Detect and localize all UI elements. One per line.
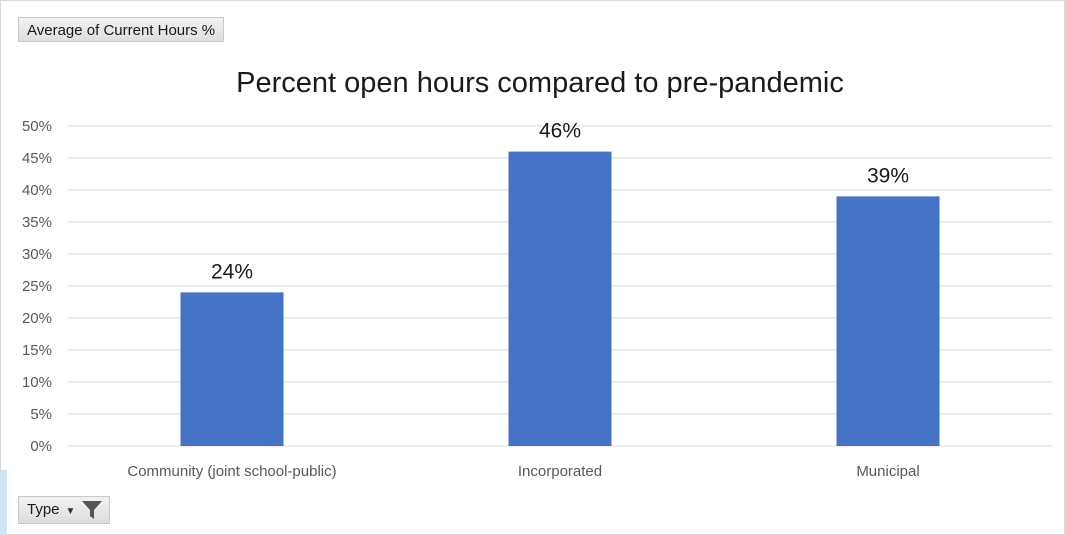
y-tick-label: 45% xyxy=(22,150,52,167)
type-field-button[interactable]: Type ▼ xyxy=(18,496,111,524)
chart-title: Percent open hours compared to pre-pande… xyxy=(236,67,844,99)
y-tick-label: 15% xyxy=(22,342,52,359)
y-axis-ticks: 0% 5% 10% 15% 20% 25% 30% 35% 40% 45% 50% xyxy=(22,118,52,455)
y-tick-label: 30% xyxy=(22,246,52,263)
data-label: 24% xyxy=(211,260,253,283)
values-field-button[interactable]: Average of Current Hours % xyxy=(18,17,225,42)
y-tick-label: 20% xyxy=(22,310,52,327)
x-tick-label: Community (joint school-public) xyxy=(127,463,336,480)
type-field-label: Type xyxy=(27,501,60,518)
y-tick-label: 5% xyxy=(30,406,52,423)
filter-icon[interactable] xyxy=(81,500,103,520)
bar[interactable] xyxy=(836,196,940,446)
y-tick-label: 0% xyxy=(30,438,52,455)
bars xyxy=(180,151,940,446)
x-tick-label: Municipal xyxy=(856,463,919,480)
values-field-label: Average of Current Hours % xyxy=(27,22,216,39)
y-tick-label: 50% xyxy=(22,118,52,135)
y-tick-label: 25% xyxy=(22,278,52,295)
y-tick-label: 10% xyxy=(22,374,52,391)
x-axis-ticks: Community (joint school-public) Incorpora… xyxy=(127,463,919,480)
bar[interactable] xyxy=(180,292,284,446)
side-accent xyxy=(0,470,7,535)
y-tick-label: 40% xyxy=(22,182,52,199)
data-labels: 24% 46% 39% xyxy=(211,120,909,284)
dropdown-caret-icon[interactable]: ▼ xyxy=(65,506,76,517)
data-label: 46% xyxy=(539,120,581,143)
bar[interactable] xyxy=(508,151,612,446)
x-tick-label: Incorporated xyxy=(518,463,602,480)
data-label: 39% xyxy=(867,164,909,187)
y-tick-label: 35% xyxy=(22,214,52,231)
